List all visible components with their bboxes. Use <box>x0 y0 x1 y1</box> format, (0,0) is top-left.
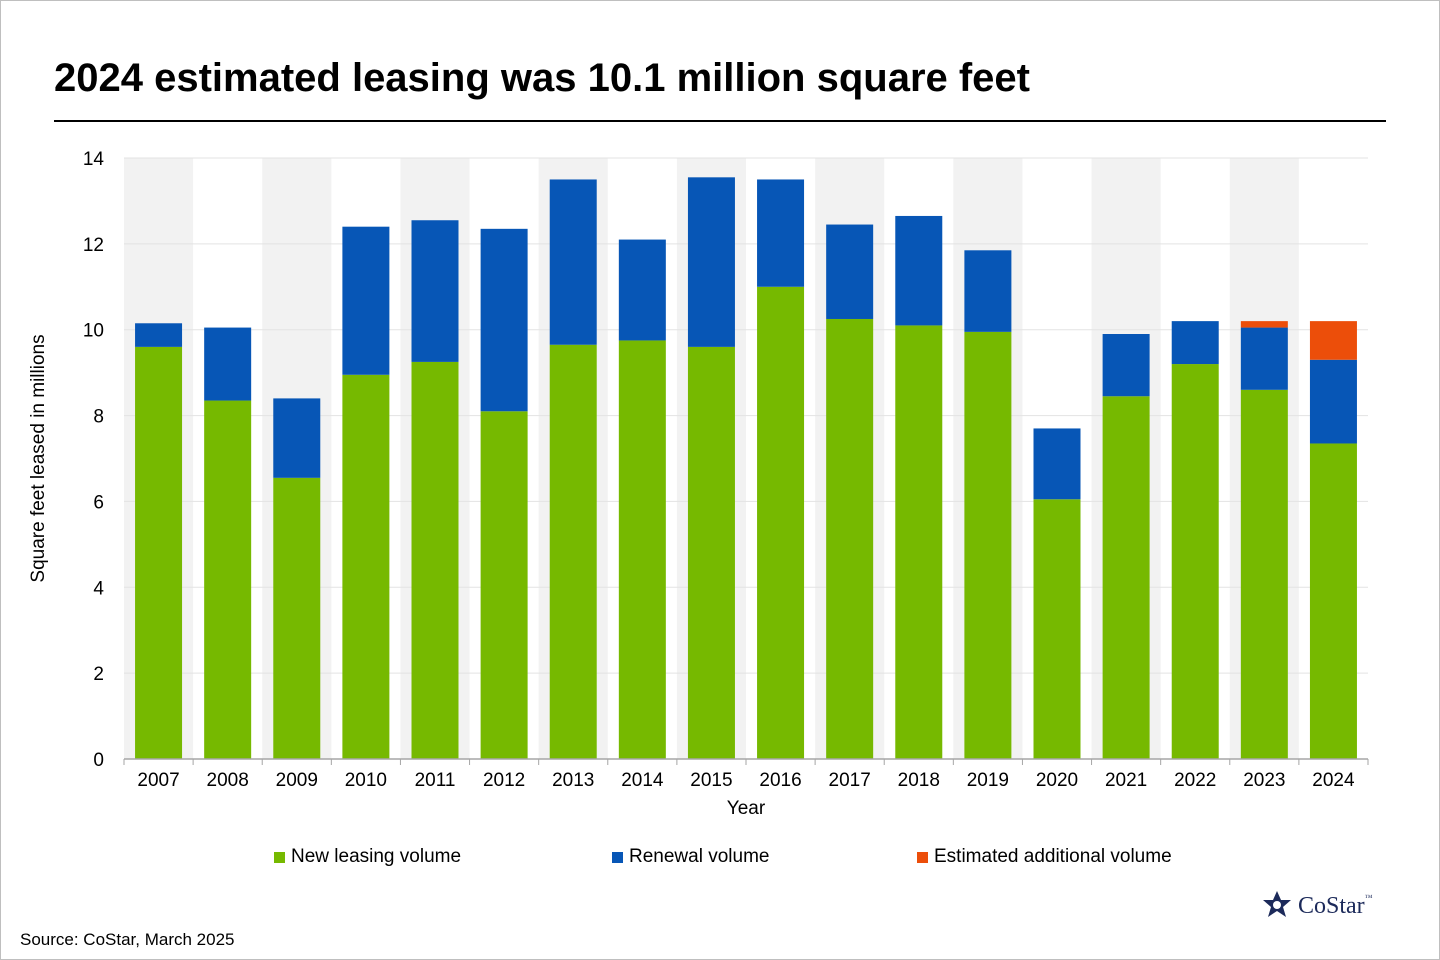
x-tick-label: 2013 <box>552 770 594 791</box>
legend-swatch-estimated <box>917 851 928 863</box>
legend: New leasing volume Renewal volume Estima… <box>0 846 1440 870</box>
bar-new-leasing <box>1102 396 1150 759</box>
bar-new-leasing <box>964 331 1012 759</box>
bar-renewal <box>1171 321 1219 365</box>
legend-swatch-renewal <box>612 851 623 863</box>
bar-renewal <box>895 215 943 326</box>
y-tick-label: 2 <box>93 664 104 685</box>
x-tick-label: 2018 <box>898 770 940 791</box>
bar-new-leasing <box>895 325 943 759</box>
x-tick-label: 2022 <box>1174 770 1216 791</box>
bar-renewal <box>1309 359 1357 444</box>
x-tick-label: 2008 <box>207 770 249 791</box>
x-tick-label: 2016 <box>759 770 801 791</box>
legend-label-estimated: Estimated additional volume <box>934 846 1172 867</box>
x-tick-label: 2009 <box>276 770 318 791</box>
y-tick-label: 6 <box>93 492 104 513</box>
bar-renewal <box>135 323 183 347</box>
bar-renewal <box>687 177 735 347</box>
bar-new-leasing <box>1033 499 1081 759</box>
bar-new-leasing <box>204 400 252 759</box>
title-divider <box>54 120 1386 122</box>
bar-new-leasing <box>757 286 805 759</box>
bar-renewal <box>1102 334 1150 397</box>
x-tick-label: 2007 <box>137 770 179 791</box>
bar-new-leasing <box>1240 389 1288 759</box>
x-axis-title: Year <box>727 798 766 819</box>
x-tick-label: 2021 <box>1105 770 1147 791</box>
bar-new-leasing <box>549 344 597 759</box>
bar-renewal <box>757 179 805 287</box>
x-tick-label: 2014 <box>621 770 664 791</box>
costar-star-icon <box>1263 891 1291 917</box>
x-tick-label: 2020 <box>1036 770 1078 791</box>
y-axis-title: Square feet leased in millions <box>28 334 49 582</box>
bar-renewal <box>1240 327 1288 390</box>
costar-logo: CoStar™ <box>1260 890 1373 922</box>
bar-estimated <box>1240 321 1288 328</box>
y-tick-label: 8 <box>93 407 104 428</box>
bar-estimated <box>1309 321 1357 360</box>
logo-trademark: ™ <box>1364 892 1373 902</box>
y-tick-label: 14 <box>83 149 105 170</box>
bar-renewal <box>826 224 874 319</box>
bar-renewal <box>964 250 1012 332</box>
bar-renewal <box>342 226 390 375</box>
bar-new-leasing <box>135 346 183 759</box>
bar-new-leasing <box>1309 443 1357 759</box>
bar-new-leasing <box>618 340 666 759</box>
bar-renewal <box>1033 428 1081 500</box>
legend-item-estimated: Estimated additional volume <box>917 846 1172 868</box>
logo-wordmark: CoStar™ <box>1298 893 1373 920</box>
x-tick-label: 2012 <box>483 770 525 791</box>
x-tick-label: 2024 <box>1312 770 1355 791</box>
bar-new-leasing <box>687 346 735 759</box>
y-tick-label: 10 <box>83 321 104 342</box>
bar-renewal <box>618 239 666 341</box>
legend-item-renewal: Renewal volume <box>612 846 769 868</box>
stacked-bar-chart: 0 2 4 6 8 10 12 14 2007 2008 2009 2010 2011 2012 2013 2… <box>28 149 1369 819</box>
legend-item-new-leasing: New leasing volume <box>274 846 461 868</box>
bar-renewal <box>549 179 597 345</box>
bar-renewal <box>273 398 321 478</box>
x-tick-label: 2010 <box>345 770 387 791</box>
y-tick-label: 0 <box>93 750 104 771</box>
x-tick-label: 2019 <box>967 770 1009 791</box>
x-tick-label: 2015 <box>690 770 732 791</box>
bar-new-leasing <box>342 374 390 759</box>
legend-swatch-new-leasing <box>274 851 285 863</box>
y-tick-label: 12 <box>83 235 104 256</box>
legend-label-new-leasing: New leasing volume <box>291 846 462 867</box>
legend-label-renewal: Renewal volume <box>629 846 770 867</box>
bar-new-leasing <box>273 477 321 759</box>
bar-new-leasing <box>1171 364 1219 759</box>
logo-text: CoStar <box>1298 892 1365 919</box>
bar-renewal <box>204 327 252 401</box>
source-note: Source: CoStar, March 2025 <box>20 930 235 949</box>
bar-new-leasing <box>411 361 459 759</box>
x-tick-label: 2023 <box>1243 770 1285 791</box>
bar-new-leasing <box>826 318 874 759</box>
bar-renewal <box>480 228 528 412</box>
x-tick-label: 2011 <box>415 770 456 791</box>
chart-title: 2024 estimated leasing was 10.1 million … <box>54 56 1030 100</box>
y-tick-label: 4 <box>93 578 104 599</box>
bar-new-leasing <box>480 411 528 759</box>
x-tick-label: 2017 <box>829 770 871 791</box>
bar-renewal <box>411 220 459 362</box>
